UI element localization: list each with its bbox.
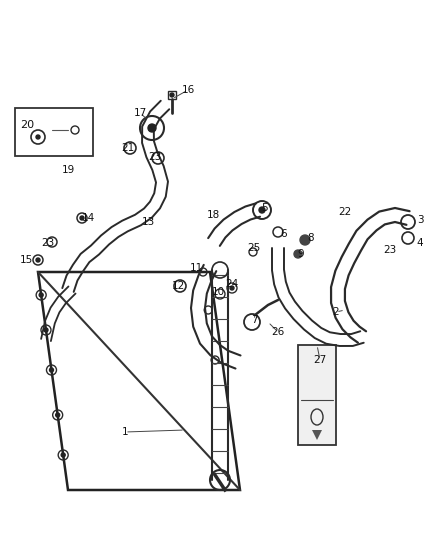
Circle shape (300, 235, 310, 245)
Text: 14: 14 (81, 213, 95, 223)
Text: 7: 7 (251, 315, 257, 325)
Text: 19: 19 (61, 165, 74, 175)
Circle shape (259, 207, 265, 213)
Text: 23: 23 (148, 152, 162, 162)
Text: 9: 9 (298, 249, 304, 259)
Circle shape (39, 293, 43, 297)
Text: 22: 22 (339, 207, 352, 217)
Circle shape (230, 286, 234, 290)
Circle shape (56, 413, 60, 417)
Text: 8: 8 (307, 233, 314, 243)
Bar (298, 345, 336, 445)
Bar (168, 91, 176, 99)
Polygon shape (312, 430, 322, 440)
Text: 27: 27 (313, 355, 327, 365)
Circle shape (61, 453, 65, 457)
Text: 2: 2 (333, 307, 339, 317)
Text: 1: 1 (122, 427, 128, 437)
Text: 12: 12 (171, 281, 185, 291)
Circle shape (44, 328, 48, 332)
Text: 16: 16 (181, 85, 194, 95)
Circle shape (170, 93, 174, 97)
Circle shape (294, 250, 302, 258)
Bar (15, 108, 93, 156)
Text: 15: 15 (19, 255, 32, 265)
Text: 23: 23 (383, 245, 397, 255)
Text: 10: 10 (212, 287, 225, 297)
Text: 23: 23 (41, 238, 55, 248)
Circle shape (80, 216, 84, 220)
Text: 4: 4 (417, 238, 423, 248)
Circle shape (49, 368, 53, 372)
Text: 25: 25 (247, 243, 261, 253)
Circle shape (148, 124, 156, 132)
Text: 20: 20 (20, 120, 34, 130)
Text: 5: 5 (261, 203, 267, 213)
Text: 11: 11 (189, 263, 203, 273)
Circle shape (36, 258, 40, 262)
Text: 26: 26 (272, 327, 285, 337)
Text: 17: 17 (134, 108, 147, 118)
Text: 13: 13 (141, 217, 155, 227)
Text: 3: 3 (417, 215, 423, 225)
Text: 6: 6 (281, 229, 287, 239)
Circle shape (36, 135, 40, 139)
Text: 18: 18 (206, 210, 219, 220)
Text: 24: 24 (226, 279, 239, 289)
Text: 21: 21 (121, 143, 134, 153)
